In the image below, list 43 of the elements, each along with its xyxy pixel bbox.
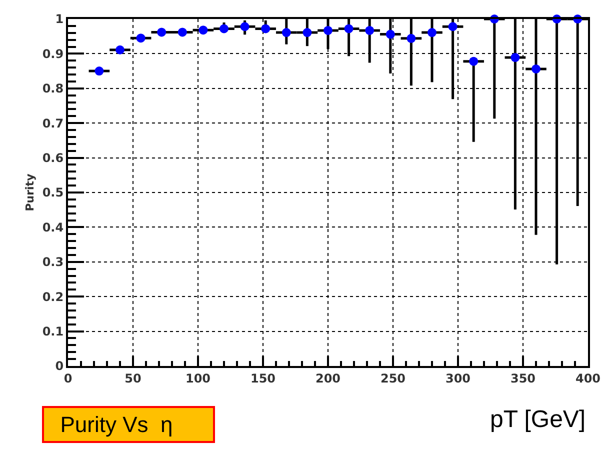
point	[365, 26, 374, 35]
point	[94, 66, 104, 76]
x-tick-label: 350	[510, 371, 536, 386]
point	[344, 24, 354, 34]
y-tick-label: 0.2	[42, 290, 64, 304]
point	[240, 22, 250, 32]
x-tick-label: 400	[575, 371, 601, 386]
y-tick-label: 1	[55, 12, 64, 26]
x-tick-label: 50	[124, 371, 142, 386]
y-tick-label: 0.4	[42, 220, 64, 234]
y-axis-title: Purity	[23, 174, 36, 212]
y-tick-label: 0.5	[42, 186, 64, 200]
y-tick-label: 0.6	[42, 151, 64, 165]
y-tick-label: 0.9	[42, 46, 64, 61]
point	[428, 28, 436, 38]
point	[406, 34, 416, 43]
y-tick-label: 0.8	[42, 82, 64, 96]
point	[198, 26, 208, 35]
x-tick-label: 300	[445, 371, 471, 386]
point	[448, 22, 458, 32]
point	[324, 26, 332, 35]
x-tick-label: 200	[315, 371, 341, 386]
point	[282, 28, 291, 38]
point	[302, 28, 312, 38]
point	[532, 64, 540, 74]
point	[136, 34, 146, 43]
y-tick-label: 0	[55, 359, 64, 374]
x-axis-title: pT [GeV]	[490, 406, 586, 433]
x-tick-label: 250	[380, 371, 406, 386]
y-tick-label: 0.7	[42, 116, 64, 130]
point	[157, 28, 166, 37]
point	[220, 24, 228, 34]
y-tick-label: 0.1	[42, 324, 64, 338]
point	[510, 53, 520, 62]
point	[386, 30, 395, 39]
point	[178, 28, 187, 37]
y-tick-label: 0.3	[42, 255, 64, 270]
point	[116, 45, 124, 54]
point	[261, 24, 270, 34]
x-tick-label: 100	[185, 371, 211, 386]
point	[469, 56, 478, 66]
x-tick-label: 150	[250, 371, 276, 386]
text: Purity Vs η	[48, 412, 210, 437]
